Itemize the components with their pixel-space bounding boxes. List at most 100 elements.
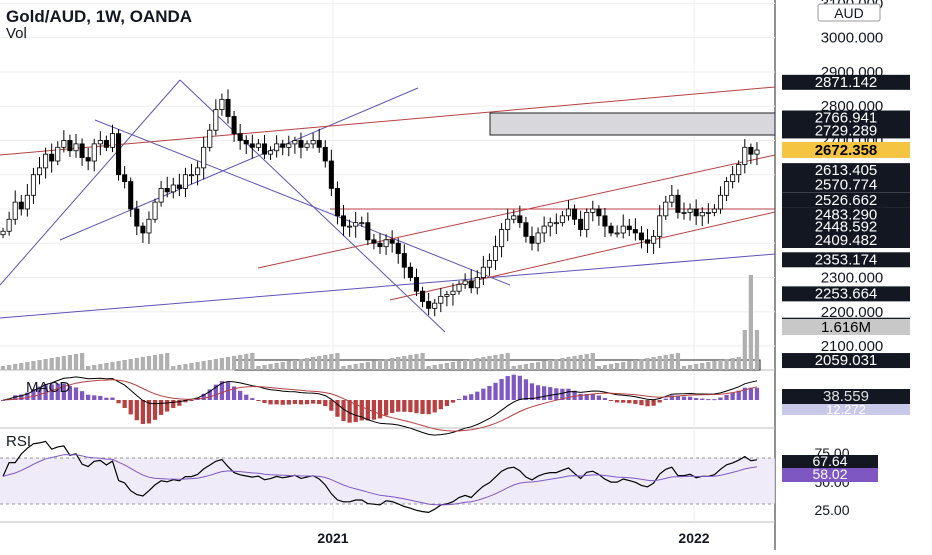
supply-zone-rectangle[interactable] xyxy=(489,112,776,136)
volume-bar xyxy=(523,364,529,370)
candle-body xyxy=(73,143,79,152)
channel-line-red-upper[interactable] xyxy=(257,154,776,269)
price-level-box xyxy=(782,219,910,235)
volume-bar xyxy=(621,362,626,370)
channel-line-purple-4[interactable] xyxy=(59,87,419,241)
volume-value-tag: 1.616M xyxy=(782,319,910,336)
channel-line-purple-3[interactable] xyxy=(94,119,511,286)
support-line-purple[interactable] xyxy=(0,253,776,319)
candle-body xyxy=(420,290,426,302)
candle-body xyxy=(553,222,559,225)
chart-title: Gold/AUD, 1W, OANDA xyxy=(6,7,192,26)
candle-body xyxy=(79,143,85,158)
volume-bar xyxy=(225,357,231,370)
candle-body xyxy=(18,201,24,210)
candle-body xyxy=(201,146,207,169)
candle-body xyxy=(565,208,572,217)
price-level-box xyxy=(782,177,910,193)
last-price-label: 2672.358 xyxy=(815,142,878,159)
volume-bar xyxy=(19,363,24,370)
volume-bar xyxy=(335,353,340,370)
macd-histogram-bar xyxy=(675,395,681,400)
currency-badge[interactable]: AUD xyxy=(817,3,881,22)
macd-histogram-bar xyxy=(487,385,492,400)
macd-histogram-bar xyxy=(189,400,194,401)
macd-value-label: 38.559 xyxy=(823,388,869,405)
volume-bar xyxy=(213,359,218,370)
macd-histogram-bar xyxy=(31,389,36,400)
price-level-label: 2729.289 xyxy=(815,122,878,139)
macd-histogram-bar xyxy=(43,384,48,400)
candle-body xyxy=(219,98,225,111)
volume-bar xyxy=(578,355,583,370)
candle-body xyxy=(67,140,73,152)
volume-bar xyxy=(365,362,370,370)
candle-body xyxy=(407,266,413,278)
rsi-line xyxy=(2,440,758,514)
macd-histogram-bar xyxy=(651,400,656,406)
macd-histogram-bar xyxy=(633,400,638,404)
volume-bar xyxy=(55,357,60,370)
candle-body xyxy=(614,232,620,235)
candle-body xyxy=(109,133,116,148)
macd-histogram-bar xyxy=(444,400,450,406)
macd-histogram-bar xyxy=(250,398,255,400)
macd-histogram-bar xyxy=(219,381,225,400)
macd-histogram-bar xyxy=(657,400,662,403)
price-level-box xyxy=(782,232,910,248)
candle-body xyxy=(316,140,322,148)
macd-histogram-bar xyxy=(152,400,158,420)
macd-histogram-bar xyxy=(663,398,668,400)
candle-body xyxy=(705,212,711,214)
macd-histogram-bar xyxy=(724,394,729,400)
volume-bar xyxy=(748,275,754,370)
candle-body xyxy=(711,208,717,213)
candle-body xyxy=(243,140,249,145)
candle-body xyxy=(693,208,699,217)
macd-histogram-bar xyxy=(262,400,267,403)
macd-histogram-bar xyxy=(706,399,711,401)
rsi-tick-25: 25.00 xyxy=(814,502,849,518)
price-level-label: 2409.482 xyxy=(815,232,878,249)
candle-body xyxy=(322,146,328,162)
trend-drawings[interactable] xyxy=(0,79,776,371)
macd-histogram-bar xyxy=(274,400,279,405)
macd-histogram-bar xyxy=(542,386,547,400)
candle-body xyxy=(188,174,195,177)
volume-bar xyxy=(608,364,614,370)
candle-body xyxy=(371,239,377,244)
candle-body xyxy=(12,201,18,220)
macd-histogram-bar xyxy=(49,384,54,400)
candle-body xyxy=(255,143,261,148)
candle-body xyxy=(389,239,395,244)
macd-histogram-bar xyxy=(104,397,109,400)
macd-histogram-bar xyxy=(213,384,218,400)
macd-histogram-bar xyxy=(669,395,674,400)
channel-line-purple-1[interactable] xyxy=(0,79,181,286)
candle-body xyxy=(164,188,170,193)
volume-bar xyxy=(304,358,310,370)
channel-line-red-lower[interactable] xyxy=(389,211,776,301)
volume-bar xyxy=(183,364,188,370)
candle-body xyxy=(535,232,541,244)
price-level-box xyxy=(782,353,910,369)
macd-histogram-bar xyxy=(335,400,340,417)
candle-body xyxy=(128,181,134,210)
macd-histogram-bar xyxy=(584,393,589,400)
price-level-box xyxy=(782,192,910,208)
macd-signal-line xyxy=(2,379,758,432)
macd-histogram-bar xyxy=(122,400,127,408)
candle-body xyxy=(681,212,687,214)
volume-bar xyxy=(43,359,48,370)
macd-histogram-bar xyxy=(566,388,571,400)
macd-histogram-bar xyxy=(134,400,139,421)
volume-bar xyxy=(663,355,668,370)
resistance-line-red[interactable] xyxy=(0,86,776,156)
price-tick: 3000.000 xyxy=(821,30,884,47)
macd-histogram-bar xyxy=(700,398,705,400)
macd-histogram-bar xyxy=(165,400,170,412)
volume-bar xyxy=(462,360,468,370)
volume-bar xyxy=(572,356,577,370)
candle-body xyxy=(268,150,274,155)
